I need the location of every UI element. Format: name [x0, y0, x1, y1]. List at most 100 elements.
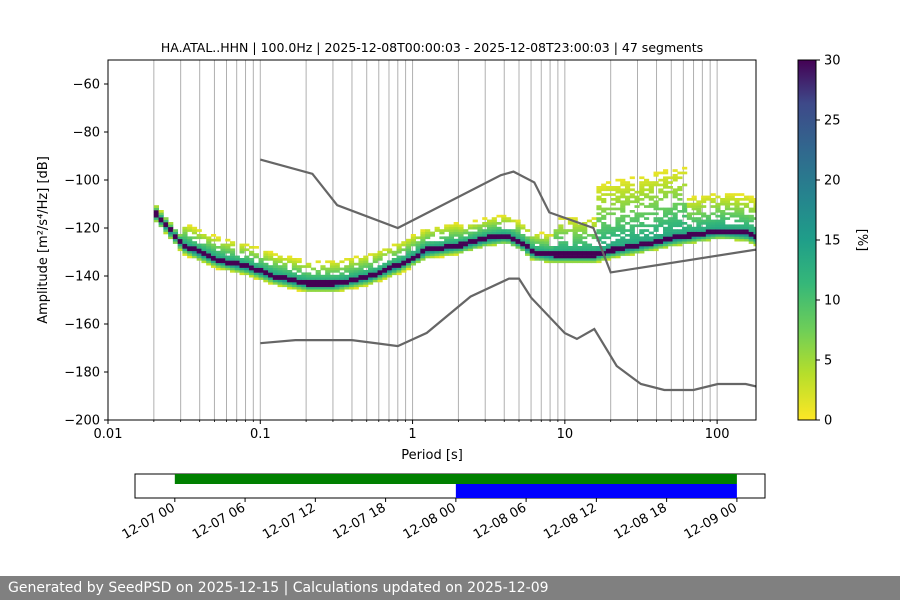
heatmap-cell — [572, 241, 578, 244]
heatmap-cell — [491, 234, 497, 237]
heatmap-cell — [325, 277, 331, 280]
heatmap-cell — [244, 248, 250, 252]
heatmap-cell — [153, 205, 160, 208]
heatmap-cell — [301, 279, 307, 283]
heatmap-cell — [258, 267, 264, 271]
heatmap-cell — [743, 205, 750, 208]
heatmap-cell — [225, 243, 231, 247]
colorbar-tick-label: 0 — [824, 414, 832, 429]
nhnm-model-line — [260, 158, 756, 274]
x-tick-label: 1 — [408, 427, 416, 442]
heatmap-cell — [639, 214, 645, 218]
heatmap-cell — [691, 202, 697, 206]
heatmap-cell — [477, 229, 483, 232]
heatmap-cell — [239, 260, 245, 264]
heatmap-cell — [234, 267, 240, 271]
colorbar-tick-label: 10 — [824, 294, 841, 309]
heatmap-cell — [663, 195, 669, 199]
timeline-bar-available — [174, 474, 737, 484]
heatmap-cell — [491, 226, 497, 230]
heatmap-cell — [201, 243, 207, 247]
heatmap-cell — [734, 207, 740, 211]
heatmap-cell — [315, 286, 321, 290]
heatmap-cell — [558, 241, 564, 244]
heatmap-cell — [696, 219, 702, 223]
heatmap-cell — [634, 198, 640, 201]
heatmap-cell — [363, 270, 369, 273]
heatmap-cell — [739, 207, 745, 211]
heatmap-cell — [163, 219, 169, 223]
heatmap-cell — [425, 248, 431, 252]
heatmap-cell — [648, 241, 654, 244]
heatmap-cell — [724, 202, 731, 206]
heatmap-cell — [258, 262, 264, 266]
heatmap-cell — [282, 282, 288, 285]
heatmap-cell — [168, 229, 174, 232]
heatmap-cell — [596, 229, 602, 232]
heatmap-cell — [325, 270, 331, 273]
heatmap-cell — [425, 229, 431, 232]
heatmap-cell — [663, 183, 669, 187]
heatmap-cell — [705, 224, 712, 228]
heatmap-cell — [253, 246, 259, 249]
heatmap-cell — [201, 248, 207, 252]
heatmap-cell — [291, 277, 298, 280]
heatmap-cell — [406, 265, 412, 268]
heatmap-cell — [306, 284, 312, 288]
heatmap-cell — [663, 171, 669, 175]
heatmap-cell — [382, 270, 388, 273]
heatmap-cell — [287, 282, 293, 285]
heatmap-cell — [401, 270, 407, 273]
heatmap-cell — [372, 255, 378, 259]
heatmap-cell — [643, 224, 650, 228]
heatmap-cell — [739, 193, 745, 196]
heatmap-cell — [325, 274, 331, 278]
heatmap-cell — [677, 224, 683, 228]
heatmap-cell — [467, 224, 474, 228]
heatmap-cell — [491, 219, 497, 223]
heatmap-cell — [563, 248, 569, 252]
heatmap-cell — [239, 272, 245, 276]
heatmap-cell — [539, 238, 545, 242]
heatmap-cell — [367, 277, 374, 280]
heatmap-cell — [177, 246, 183, 249]
heatmap-cell — [315, 260, 321, 264]
heatmap-cell — [486, 224, 493, 228]
heatmap-cell — [682, 234, 688, 237]
heatmap-cell — [191, 231, 198, 235]
heatmap-cell — [253, 253, 259, 256]
heatmap-cell — [720, 200, 726, 204]
heatmap-cell — [187, 246, 193, 249]
heatmap-cell — [605, 243, 612, 247]
heatmap-cell — [663, 241, 669, 244]
heatmap-cell — [534, 241, 540, 244]
heatmap-cell — [220, 255, 226, 259]
heatmap-cell — [743, 236, 750, 240]
heatmap-cell — [624, 248, 631, 252]
heatmap-cell — [582, 248, 588, 252]
heatmap-cell — [682, 222, 688, 225]
heatmap-cell — [639, 181, 645, 184]
heatmap-cell — [624, 202, 631, 206]
heatmap-cell — [282, 258, 288, 261]
heatmap-cell — [448, 226, 455, 230]
heatmap-cell — [634, 200, 640, 204]
timeline-ticks: 12-07 00 12-07 06 12-07 12 12-07 18 12-08 00… — [120, 498, 740, 543]
heatmap-cell — [382, 267, 388, 271]
heatmap-cell — [648, 181, 654, 184]
heatmap-cell — [263, 274, 269, 278]
plot-frame — [107, 59, 757, 421]
heatmap-cell — [329, 265, 336, 268]
heatmap-cell — [325, 282, 331, 285]
heatmap-cell — [615, 178, 621, 182]
heatmap-cell — [344, 277, 350, 280]
heatmap-cell — [467, 243, 474, 247]
heatmap-cell — [467, 238, 474, 242]
heatmap-cell — [715, 224, 721, 228]
heatmap-cell — [272, 260, 278, 264]
heatmap-cell — [258, 260, 264, 264]
heatmap-cell — [601, 258, 607, 261]
heatmap-cell — [677, 171, 683, 175]
heatmap-cell — [648, 243, 654, 247]
